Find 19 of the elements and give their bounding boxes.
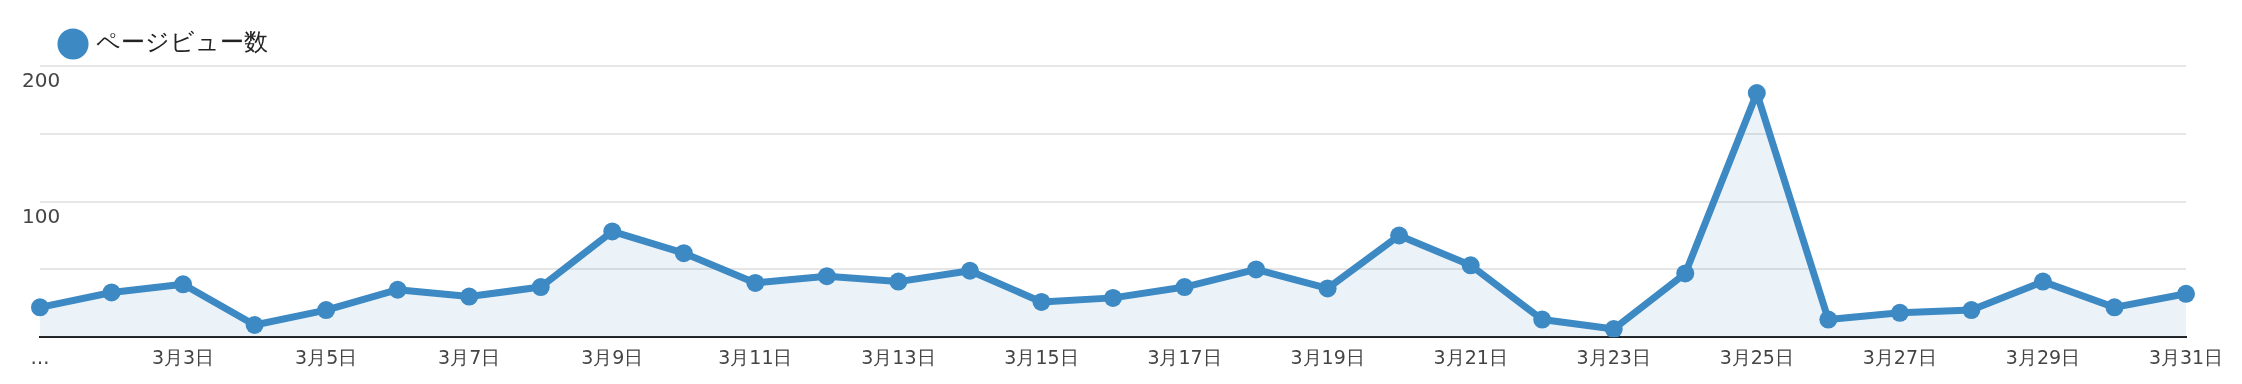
legend-label: ページビュー数 xyxy=(96,28,268,57)
x-tick-label: 3月9日 xyxy=(581,345,644,368)
x-tick-label: 3月27日 xyxy=(1862,345,1937,368)
x-tick-label: 3月23日 xyxy=(1576,345,1651,368)
x-tick-label: 3月13日 xyxy=(861,345,936,368)
x-tick-label: 3月5日 xyxy=(295,345,358,368)
y-tick-label: 200 xyxy=(22,68,61,93)
x-tick-label: … xyxy=(30,345,50,368)
x-tick-label: 3月17日 xyxy=(1147,345,1222,368)
x-tick-label: 3月21日 xyxy=(1433,345,1508,368)
x-tick-label: 3月29日 xyxy=(2005,345,2081,368)
x-tick-label: 3月25日 xyxy=(1719,345,1794,368)
x-tick-label: 3月31日 xyxy=(2148,345,2224,368)
x-tick-label: 3月15日 xyxy=(1004,345,1079,368)
x-tick-label: 3月7日 xyxy=(438,345,501,368)
x-tick-label: 3月19日 xyxy=(1290,345,1365,368)
y-tick-label: 100 xyxy=(22,203,61,228)
x-tick-label: 3月11日 xyxy=(718,345,793,368)
x-tick-label: 3月3日 xyxy=(151,345,215,368)
